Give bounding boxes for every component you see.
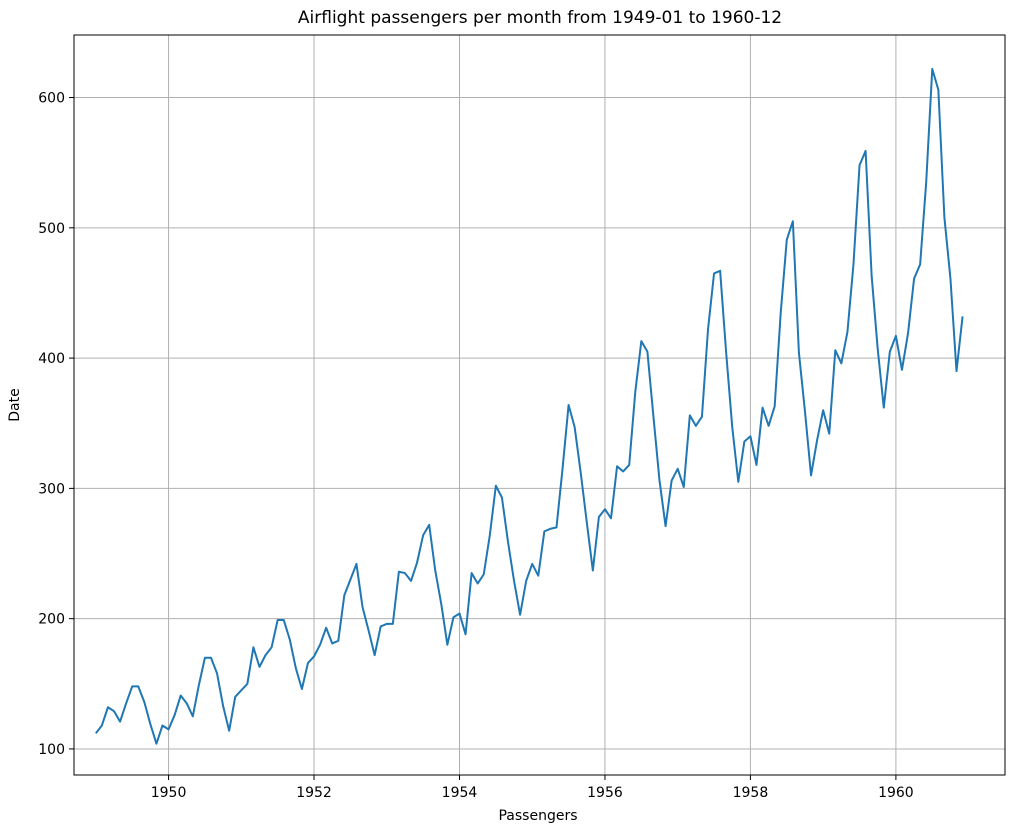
x-tick-label: 1954 bbox=[442, 785, 478, 801]
x-tick-label: 1958 bbox=[733, 785, 769, 801]
y-tick-label: 300 bbox=[38, 481, 65, 497]
x-axis-label: Passengers bbox=[498, 808, 577, 824]
x-tick-label: 1960 bbox=[878, 785, 914, 801]
chart-title: Airflight passengers per month from 1949… bbox=[298, 8, 782, 28]
plot-area-frame bbox=[73, 34, 1006, 776]
y-gridlines bbox=[74, 97, 1005, 750]
y-tick-label: 400 bbox=[38, 351, 65, 367]
y-axis-label: Date bbox=[7, 388, 23, 421]
x-tick-label: 1952 bbox=[296, 785, 332, 801]
y-tick-label: 200 bbox=[38, 612, 65, 628]
y-axis-ticks: 100 200 300 400 500 600 bbox=[38, 91, 74, 758]
series-line bbox=[95, 67, 964, 745]
x-axis-ticks: 1950 1952 1954 1956 1958 1960 bbox=[151, 775, 914, 801]
x-tick-label: 1956 bbox=[587, 785, 623, 801]
y-tick-label: 100 bbox=[38, 742, 65, 758]
y-tick-label: 600 bbox=[38, 91, 65, 107]
x-gridlines bbox=[168, 35, 897, 775]
x-tick-label: 1950 bbox=[151, 785, 187, 801]
series-group bbox=[95, 67, 964, 745]
y-tick-label: 500 bbox=[38, 221, 65, 237]
